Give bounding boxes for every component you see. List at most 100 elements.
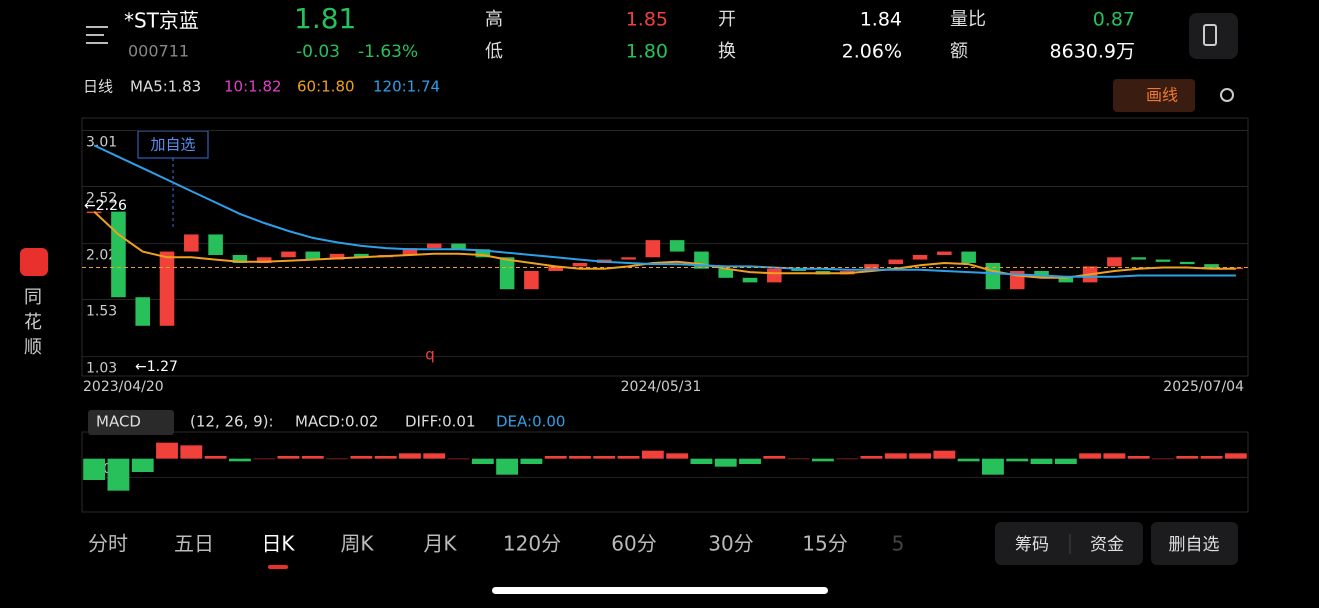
draw-label[interactable]: 画线 (1146, 86, 1178, 105)
macd-bar (666, 453, 689, 459)
candle (232, 254, 248, 263)
period: 日线 (83, 78, 113, 96)
stat-value: 1.85 (626, 9, 668, 31)
macd-bar (156, 442, 178, 459)
candle (621, 257, 636, 260)
tab[interactable]: 120分 (503, 532, 561, 556)
logo (20, 248, 48, 276)
candle (451, 243, 466, 250)
candle (402, 248, 418, 255)
annotation: ←1.27 (135, 359, 178, 375)
action-button[interactable]: 资金 (1090, 535, 1124, 555)
ma-value: 10:1.82 (224, 78, 282, 96)
candle (1107, 257, 1122, 267)
candle (791, 268, 806, 271)
stat-value: 1.80 (626, 41, 668, 63)
stat-value: 2.06% (842, 41, 902, 63)
macd-bar (520, 458, 543, 464)
candle (135, 297, 151, 326)
tab[interactable]: 60分 (611, 532, 656, 556)
annotation: q (425, 346, 435, 364)
macd-bar (496, 458, 519, 475)
candle (888, 259, 904, 265)
change: -0.03 (296, 42, 340, 62)
add-label[interactable]: 加自选 (150, 136, 195, 154)
tab[interactable]: 15分 (802, 532, 847, 556)
stock-name: *ST京蓝 (124, 9, 199, 33)
ma-value: 60:1.80 (297, 78, 355, 96)
candle (499, 257, 515, 290)
date-label: 2025/07/04 (1163, 379, 1244, 395)
ma-line (93, 210, 1236, 279)
candle (354, 253, 369, 258)
macd-frame (81, 431, 1249, 513)
candle (742, 277, 758, 283)
y-tick-label: 1.53 (86, 304, 117, 320)
macd-bar (811, 458, 834, 462)
brand-char: 顺 (24, 337, 42, 358)
candle (524, 270, 539, 290)
candle (1155, 259, 1171, 262)
macd-selector[interactable] (88, 410, 174, 435)
draw-button[interactable] (1113, 79, 1195, 112)
tab[interactable]: 30分 (708, 532, 753, 556)
menu-icon[interactable] (86, 26, 108, 44)
remove-button[interactable] (1151, 522, 1238, 565)
macd-bar (1127, 456, 1150, 459)
macd-bar (1103, 453, 1126, 459)
candle (281, 251, 296, 258)
macd-bar (763, 456, 786, 459)
tab[interactable]: 周K (340, 532, 374, 556)
candle (912, 254, 928, 260)
macd-bar (569, 456, 591, 459)
macd-bar (641, 450, 664, 459)
tab[interactable]: 月K (423, 532, 457, 556)
candle (329, 253, 345, 260)
chip-fund-buttons[interactable] (995, 522, 1143, 565)
macd-selector-label[interactable]: MACD (96, 413, 141, 431)
tab[interactable]: 日K (261, 532, 295, 556)
macd-bar (909, 453, 931, 459)
macd-value: MACD:0.02 (295, 413, 378, 431)
candle (645, 240, 661, 258)
settings-icon[interactable] (1220, 88, 1234, 102)
macd-bar (131, 458, 154, 472)
tab[interactable]: 5 (892, 532, 905, 556)
candle (305, 251, 321, 260)
device-button[interactable] (1189, 13, 1238, 59)
macd-bar (1200, 456, 1223, 459)
stat-label: 开 (718, 9, 736, 30)
date-label: 2023/04/20 (83, 379, 164, 395)
candle (985, 262, 1001, 290)
macd-value: DEA:0.00 (496, 413, 565, 431)
candle (669, 240, 685, 252)
candle (961, 251, 976, 263)
candle (718, 268, 734, 278)
macd-bar (1224, 453, 1247, 459)
candle (475, 249, 491, 258)
stat-value: 8630.9万 (1050, 41, 1135, 63)
tab[interactable]: 五日 (174, 532, 214, 556)
candle (184, 234, 199, 252)
tab[interactable]: 分时 (88, 532, 128, 556)
tab-indicator (268, 565, 288, 569)
price: 1.81 (294, 2, 356, 35)
action-button[interactable]: 删自选 (1169, 535, 1220, 555)
macd-bar (471, 458, 494, 464)
annotation: ←2.26 (84, 198, 127, 214)
stat-value: 1.84 (860, 9, 902, 31)
macd-bar (447, 458, 470, 460)
macd-bar (180, 445, 203, 459)
candle (111, 211, 126, 298)
candle (1131, 257, 1146, 260)
macd-bar (957, 458, 980, 462)
macd-bar (836, 458, 859, 460)
candle (937, 251, 952, 255)
candle (256, 257, 272, 263)
candle (767, 268, 782, 283)
stat-label: 量比 (950, 9, 986, 30)
macd-bar (933, 450, 956, 459)
action-button[interactable]: 筹码 (1015, 535, 1049, 555)
candle (1058, 277, 1074, 283)
